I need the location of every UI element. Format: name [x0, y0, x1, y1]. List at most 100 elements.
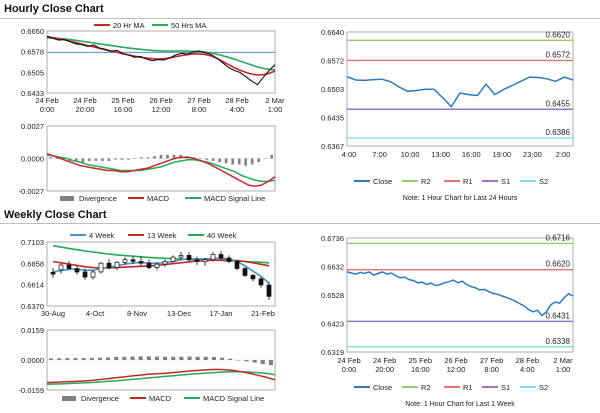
- hourly-levels-level-label: 0.6620: [546, 30, 571, 39]
- weekly-macd-y-tick: 0.0000: [21, 356, 44, 365]
- hourly-levels-level-label: 0.6572: [546, 50, 571, 59]
- weekly-price-x-tick: 8-Nov: [127, 309, 147, 318]
- legend-label: Close: [373, 383, 392, 392]
- legend-label: S2: [539, 177, 548, 186]
- weekly-divergence-bar: [260, 360, 265, 364]
- weekly-divergence-bar: [146, 356, 151, 360]
- weekly-divergence-bar: [138, 356, 143, 360]
- weekly-candle-body: [82, 271, 88, 278]
- hourly-price-chart: 0.6650 0.6578 0.6505 0.6433 20 Hr MA 50 Hrs M…: [21, 21, 285, 114]
- hourly-divergence-bar: [237, 158, 241, 165]
- weekly-levels-y-tick: 0.6528: [321, 291, 344, 300]
- hourly-price-frame: [46, 30, 276, 94]
- hourly-price-x-tick: 24 Feb 20:00: [73, 96, 96, 114]
- weekly-macd-y-tick: -0.0159: [19, 386, 44, 395]
- weekly-divergence-bar: [220, 357, 225, 360]
- hourly-levels-y-tick: 0.6572: [321, 56, 344, 65]
- hourly-levels-level-label: 0.6455: [546, 99, 571, 108]
- hourly-divergence-bar: [159, 154, 163, 159]
- weekly-candle-body: [186, 255, 192, 261]
- weekly-candle-body: [234, 261, 240, 269]
- weekly-divergence-bar: [187, 356, 192, 360]
- weekly-levels-x-tick: 24 Feb 0:00: [337, 356, 360, 374]
- legend-label: Close: [373, 177, 392, 186]
- hourly-divergence-bar: [172, 154, 176, 159]
- hourly-price-x-tick: 2 Mar 1:00: [265, 96, 285, 114]
- weekly-levels-level-label: 0.6620: [546, 260, 571, 269]
- weekly-levels-level-label: 0.6338: [546, 337, 571, 346]
- weekly-price-x-tick: 21-Feb: [251, 309, 275, 318]
- hourly-divergence-bar: [166, 154, 169, 159]
- weekly-candle-body: [194, 259, 200, 262]
- weekly-candle-body: [218, 254, 224, 259]
- hourly-divergence-bar: [270, 154, 273, 159]
- weekly-levels-x-tick: 25 Feb 16:00: [409, 356, 432, 374]
- weekly-divergence-bar: [195, 356, 200, 360]
- weekly-divergence-bar: [203, 356, 208, 360]
- weekly-divergence-bar: [163, 356, 168, 360]
- hourly-levels-x-tick: 19:00: [492, 150, 511, 159]
- weekly-price-x-tick: 17-Jan: [210, 309, 233, 318]
- hourly-divergence-bar: [198, 158, 202, 159]
- weekly-levels-x-tick: 2 Mar 1:00: [553, 356, 573, 374]
- weekly-candle-body: [66, 264, 72, 269]
- hourly-divergence-bar: [133, 158, 137, 159]
- hourly-levels-chart: 0.6640 0.6572 0.6503 0.6435 0.6367 0.6620 0.65…: [321, 28, 574, 202]
- hourly-divergence-bar: [224, 158, 228, 164]
- weekly-price-x-tick: 30-Aug: [41, 309, 65, 318]
- weekly-divergence-bar: [81, 358, 86, 360]
- hourly-divergence-bar: [49, 157, 52, 159]
- weekly-levels-level-label: 0.6431: [546, 311, 571, 320]
- hourly-price-line: [46, 35, 276, 86]
- hourly-divergence-bar: [250, 158, 254, 165]
- weekly-divergence-bar: [97, 357, 102, 360]
- legend-label: MACD: [149, 394, 172, 403]
- weekly-candle-body: [98, 262, 104, 273]
- legend-label: S2: [539, 383, 548, 392]
- legend-swatch-bar: [62, 396, 76, 401]
- hourly-price-y-tick: 0.6578: [21, 48, 44, 57]
- weekly-price-y-tick: 0.7103: [21, 238, 44, 247]
- hourly-divergence-bar: [244, 158, 247, 166]
- weekly-levels-x-tick: 27 Feb 8:00: [480, 356, 503, 374]
- weekly-candle-body: [226, 257, 232, 262]
- hourly-divergence-bar: [81, 158, 85, 163]
- weekly-candle-body: [106, 262, 112, 268]
- legend-label: Divergence: [81, 394, 119, 403]
- weekly-levels-note: Note: 1 Hour Chart for Last 1 Week: [405, 401, 515, 408]
- hourly-price-y-tick: 0.6505: [21, 68, 44, 77]
- weekly-levels-level-label: 0.6716: [546, 233, 571, 242]
- hourly-divergence-bar: [211, 158, 215, 161]
- hourly-macd-line: [46, 152, 276, 187]
- hourly-levels-x-tick: 4:00: [342, 150, 357, 159]
- hourly-divergence-bar: [127, 158, 130, 160]
- weekly-levels-x-tick: 24 Feb 20:00: [373, 356, 396, 374]
- weekly-candle-body: [250, 275, 256, 280]
- legend-label: 4 Week: [89, 231, 115, 240]
- hourly-divergence-bar: [75, 158, 78, 161]
- weekly-levels-y-tick: 0.6423: [321, 320, 344, 329]
- hourly-levels-x-tick: 7:00: [372, 150, 387, 159]
- legend-label: S1: [501, 177, 510, 186]
- weekly-divergence-bar: [65, 358, 70, 360]
- hourly-divergence-bar: [263, 158, 267, 159]
- hourly-levels-y-tick: 0.6435: [321, 114, 344, 123]
- legend-label: MACD Signal Line: [204, 194, 265, 203]
- legend-label: R2: [421, 177, 431, 186]
- hourly-levels-y-tick: 0.6503: [321, 85, 344, 94]
- hourly-section-title: Hourly Close Chart: [4, 3, 104, 15]
- hourly-title-rule: [0, 18, 600, 19]
- legend-label: MACD: [147, 194, 170, 203]
- weekly-divergence-bar: [228, 358, 233, 360]
- hourly-levels-y-tick: 0.6367: [321, 142, 344, 151]
- hourly-macd-y-tick: -0.0027: [19, 187, 44, 196]
- weekly-price-y-tick: 0.6858: [21, 259, 44, 268]
- weekly-candle-body: [114, 261, 120, 268]
- hourly-macd-y-tick: 0.0027: [21, 122, 44, 131]
- weekly-candle-body: [178, 255, 184, 258]
- legend-label: 13 Week: [147, 231, 177, 240]
- weekly-divergence-bar: [49, 358, 54, 360]
- hourly-price-x-tick: 26 Feb 12:00: [149, 96, 172, 114]
- weekly-section-title: Weekly Close Chart: [4, 209, 107, 221]
- weekly-candle-body: [50, 272, 56, 275]
